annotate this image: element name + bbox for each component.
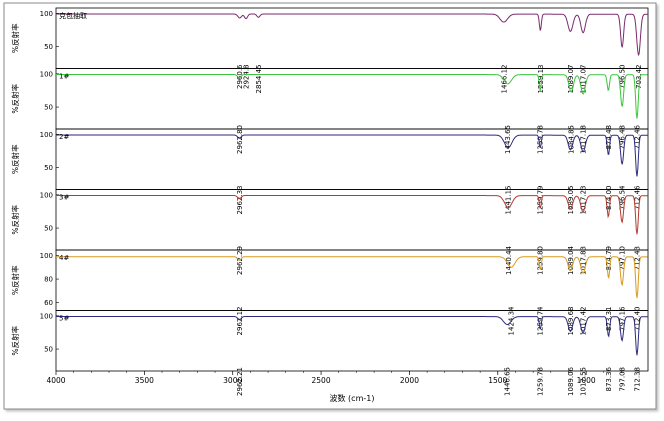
x-tick-label: 4000 bbox=[46, 376, 65, 385]
spectrum-line bbox=[56, 195, 648, 235]
peak-label: 712.46 bbox=[634, 185, 642, 210]
peak-label: 1259.78 bbox=[537, 125, 545, 154]
peak-label: 2962.80 bbox=[236, 125, 244, 154]
spectrum-line bbox=[56, 256, 648, 299]
y-axis-label: %反射率 bbox=[10, 83, 20, 113]
peak-label: 796.54 bbox=[619, 185, 627, 210]
spectrum-line bbox=[56, 134, 648, 177]
peak-label: 712.40 bbox=[634, 307, 642, 332]
y-axis-label: %反射率 bbox=[10, 204, 20, 234]
x-tick-label: 2000 bbox=[400, 376, 419, 385]
spectrum-line bbox=[56, 74, 648, 119]
peak-label: 1440.44 bbox=[505, 245, 513, 274]
x-tick-label: 2500 bbox=[312, 376, 331, 385]
peak-label: 712.43 bbox=[634, 246, 642, 271]
y-axis-label: %反射率 bbox=[10, 144, 20, 174]
peak-label: 1017.55 bbox=[580, 367, 588, 396]
peak-label: 796.48 bbox=[619, 125, 627, 150]
peak-label: 712.38 bbox=[634, 367, 642, 392]
y-tick-label: 100 bbox=[40, 70, 53, 78]
y-tick-label: 50 bbox=[44, 225, 53, 233]
peak-label: 2962.21 bbox=[236, 367, 244, 396]
y-tick-label: 50 bbox=[44, 164, 53, 172]
sample-name: 2# bbox=[59, 133, 69, 141]
y-tick-label: 100 bbox=[40, 10, 53, 18]
peak-label: 1089.06 bbox=[567, 366, 575, 395]
peak-label: 873.31 bbox=[605, 307, 613, 332]
peak-label: 1017.83 bbox=[580, 246, 588, 275]
peak-label: 1466.12 bbox=[500, 65, 508, 94]
peak-label: 797.08 bbox=[619, 367, 627, 392]
peak-label: 1089.05 bbox=[567, 186, 575, 215]
y-axis-label: %反射率 bbox=[10, 325, 20, 355]
peak-label: 1089.04 bbox=[567, 245, 575, 274]
peak-label: 2962.33 bbox=[236, 186, 244, 215]
peak-label: 797.10 bbox=[619, 246, 627, 271]
peak-label: 796.50 bbox=[619, 65, 627, 90]
sample-name: 4# bbox=[59, 254, 69, 262]
x-tick-label: 3500 bbox=[135, 376, 154, 385]
y-tick-label: 100 bbox=[40, 131, 53, 139]
peak-label: 1017.18 bbox=[580, 125, 588, 154]
peak-label: 1259.13 bbox=[537, 65, 545, 94]
y-tick-label: 50 bbox=[44, 346, 53, 354]
peak-label: 2854.45 bbox=[255, 65, 263, 94]
peak-label: 797.16 bbox=[619, 306, 627, 331]
x-axis-label: 波数 (cm-1) bbox=[330, 393, 375, 403]
y-tick-label: 100 bbox=[40, 252, 53, 260]
peak-label: 1017.42 bbox=[580, 307, 588, 336]
peak-label: 874.48 bbox=[605, 125, 613, 150]
y-tick-label: 80 bbox=[44, 276, 53, 284]
peak-label: 1259.74 bbox=[537, 306, 545, 335]
panel-frame bbox=[55, 310, 649, 372]
peak-label: 1084.85 bbox=[568, 125, 576, 154]
peak-label: 874.00 bbox=[605, 186, 613, 211]
x-tick-label: 1500 bbox=[488, 376, 507, 385]
peak-label: 1089.07 bbox=[567, 65, 575, 94]
peak-label: 712.46 bbox=[634, 124, 642, 149]
peak-label: 1017.23 bbox=[580, 186, 588, 215]
y-tick-label: 50 bbox=[44, 43, 53, 51]
sample-name: 3# bbox=[59, 194, 69, 202]
y-tick-label: 50 bbox=[44, 104, 53, 112]
peak-label: 2962.12 bbox=[236, 307, 244, 336]
sample-name: 5# bbox=[59, 315, 69, 323]
x-tick-label: 3000 bbox=[223, 376, 242, 385]
peak-label: 874.79 bbox=[605, 246, 613, 271]
x-tick-label: 1000 bbox=[577, 376, 596, 385]
sample-name: 1# bbox=[59, 73, 69, 81]
peak-label: 703.42 bbox=[635, 65, 643, 90]
x-axis: 4000 3500 3000 2500 2000 1500 1000 bbox=[46, 371, 640, 385]
y-tick-label: 100 bbox=[40, 312, 53, 320]
spectrum-line bbox=[56, 316, 648, 356]
peak-label: 1446.65 bbox=[504, 367, 512, 396]
peak-label: 1441.15 bbox=[505, 186, 513, 215]
peak-label: 2924.8 bbox=[243, 65, 251, 90]
y-tick-label: 100 bbox=[40, 191, 53, 199]
peak-label: 1089.68 bbox=[567, 307, 575, 336]
peak-label: 1259.80 bbox=[537, 246, 545, 275]
sample-name: 克包抽取 bbox=[59, 11, 87, 20]
y-axis-label: %反射率 bbox=[10, 265, 20, 295]
figure-border bbox=[3, 2, 657, 410]
y-tick-label: 60 bbox=[44, 299, 53, 307]
peak-label: 1443.65 bbox=[504, 125, 512, 154]
spectrum-line bbox=[56, 13, 648, 56]
y-axis-label: %反射率 bbox=[10, 23, 20, 53]
peak-label: 1259.78 bbox=[537, 367, 545, 396]
peak-label: 873.36 bbox=[605, 366, 613, 391]
peak-label: 1017.07 bbox=[580, 65, 588, 94]
peak-label: 1259.79 bbox=[537, 186, 545, 215]
peak-label: 2960.6 bbox=[236, 64, 244, 89]
